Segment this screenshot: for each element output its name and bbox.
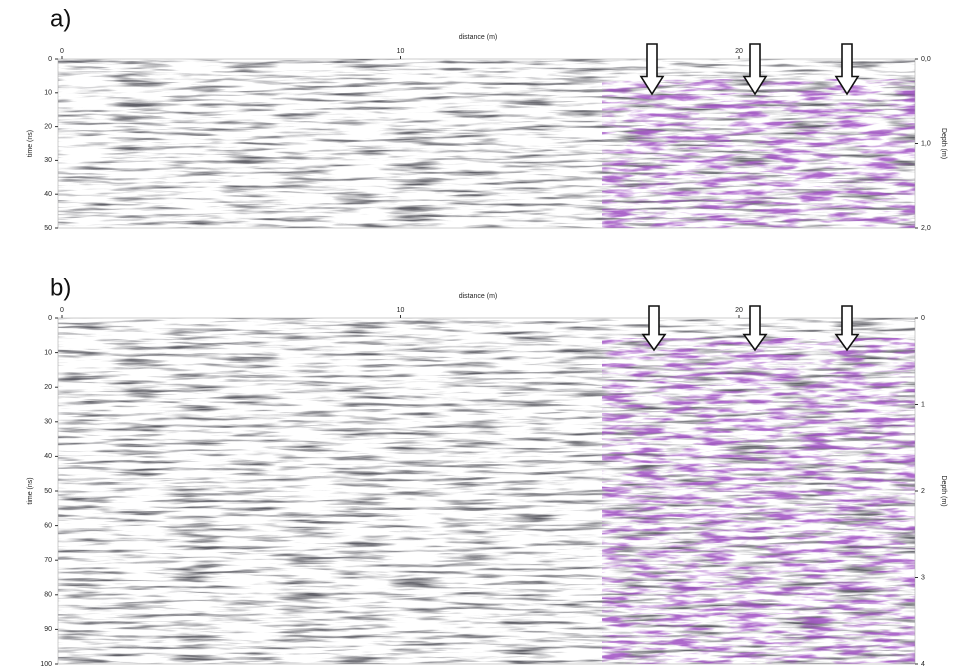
y2-tick-label: 4 (921, 661, 925, 668)
y2-tick-label: 2 (921, 488, 925, 495)
y2-axis-title: Depth (m) (940, 475, 947, 506)
x-tick-label: 10 (397, 48, 405, 55)
y-tick-label: 30 (44, 419, 52, 426)
y-tick-label: 50 (44, 488, 52, 495)
y2-tick-label: 0 (921, 315, 925, 322)
x-tick-label: 10 (397, 307, 405, 314)
y-tick-label: 30 (44, 157, 52, 164)
y-tick-label: 20 (44, 123, 52, 130)
y2-tick-label: 1,0 (921, 140, 931, 147)
y-tick-label: 20 (44, 384, 52, 391)
x-tick-label: 20 (735, 307, 743, 314)
panel-label: a) (50, 5, 71, 32)
y2-tick-label: 1 (921, 401, 925, 408)
y-tick-label: 0 (48, 315, 52, 322)
figure: a)distance (m)0102001020304050time (ns)0… (0, 0, 953, 670)
panel-label: b) (50, 274, 71, 301)
y-tick-label: 100 (40, 661, 52, 668)
y-tick-label: 0 (48, 56, 52, 63)
y-tick-label: 10 (44, 90, 52, 97)
x-tick-label: 0 (60, 48, 64, 55)
y-tick-label: 70 (44, 557, 52, 564)
y-tick-label: 40 (44, 191, 52, 198)
y-tick-label: 10 (44, 349, 52, 356)
y-tick-label: 40 (44, 453, 52, 460)
y-tick-label: 80 (44, 592, 52, 599)
y-axis-title: time (ns) (27, 130, 34, 157)
x-axis-title: distance (m) (459, 293, 498, 300)
y-axis-title: time (ns) (27, 477, 34, 504)
y-tick-label: 90 (44, 626, 52, 633)
y2-tick-label: 3 (921, 574, 925, 581)
y2-axis-title: Depth (m) (940, 128, 947, 159)
y2-tick-label: 0,0 (921, 56, 931, 63)
x-tick-label: 20 (735, 48, 743, 55)
y-tick-label: 50 (44, 225, 52, 232)
anomaly-texture (602, 338, 915, 664)
y2-tick-label: 2,0 (921, 225, 931, 232)
anomaly-texture (602, 79, 915, 228)
x-axis-title: distance (m) (459, 34, 498, 41)
y-tick-label: 60 (44, 522, 52, 529)
x-tick-label: 0 (60, 307, 64, 314)
